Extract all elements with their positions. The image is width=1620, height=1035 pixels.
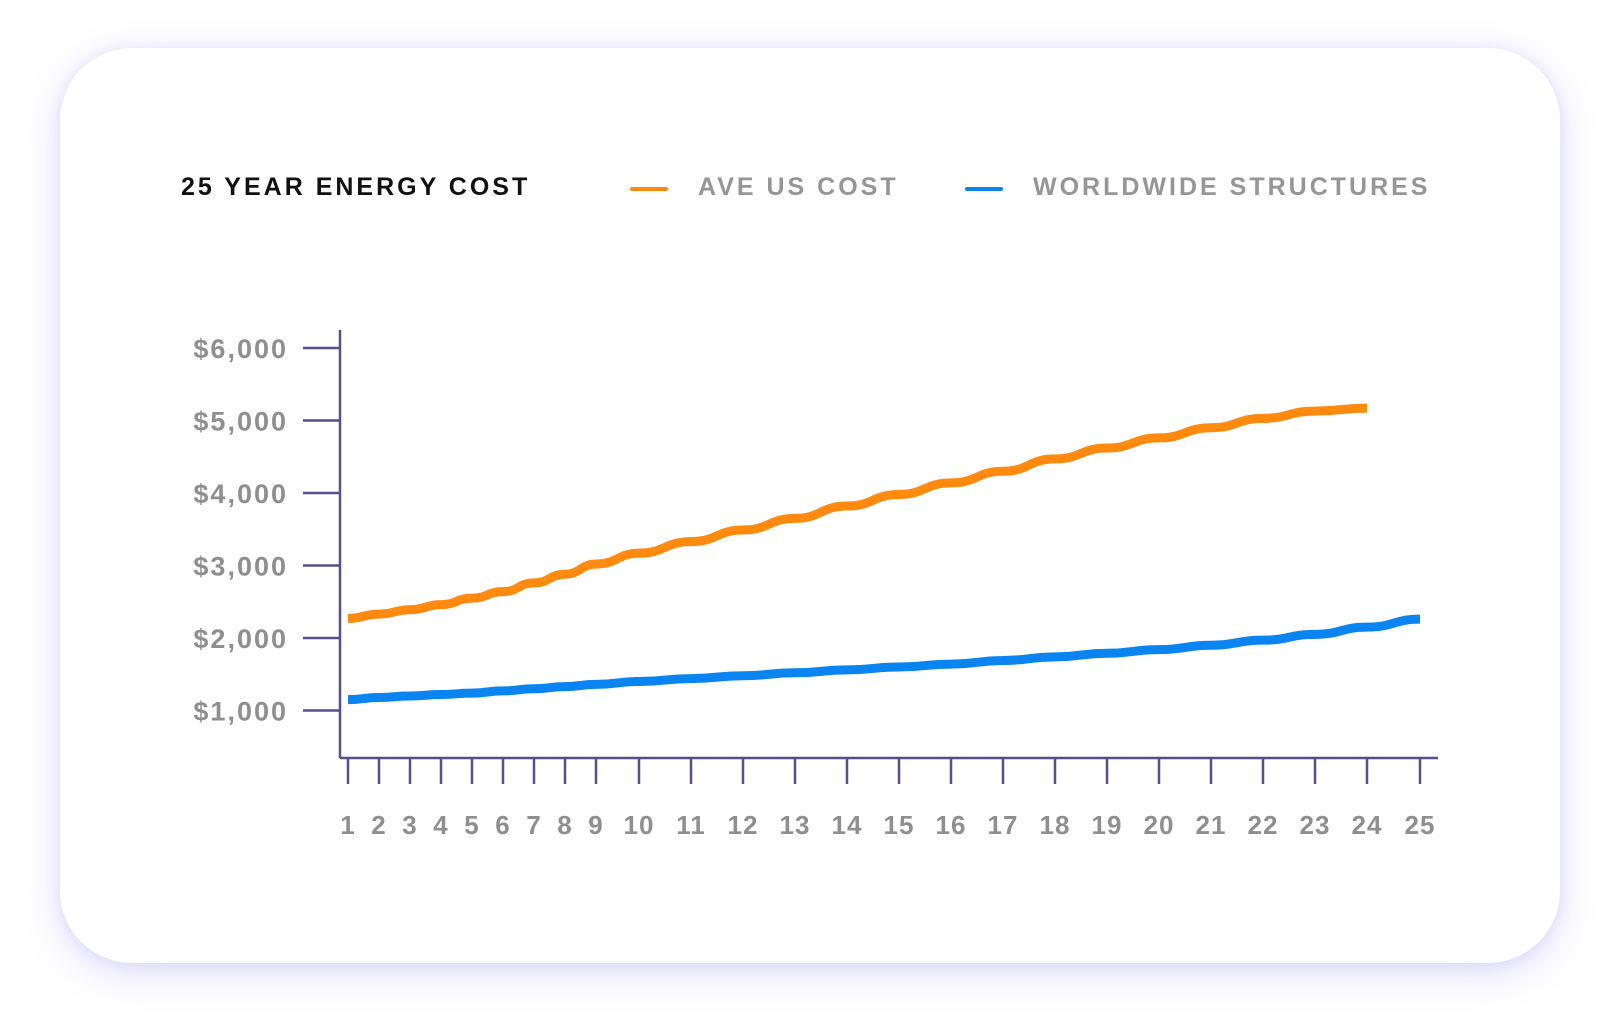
x-tick-label: 11 (676, 810, 706, 840)
x-tick-label: 24 (1352, 810, 1383, 840)
x-tick-label: 21 (1196, 810, 1227, 840)
x-tick-label: 15 (884, 810, 915, 840)
series-line-worldwide-structures (347, 614, 1421, 705)
legend-swatch-orange (630, 187, 668, 191)
legend-swatch-blue (965, 187, 1003, 191)
x-tick-label: 17 (988, 810, 1019, 840)
y-tick-label: $2,000 (193, 624, 288, 654)
y-tick-label: $4,000 (193, 479, 288, 509)
y-tick-label: $1,000 (193, 697, 288, 727)
x-tick-label: 1 (340, 810, 355, 840)
x-tick-label: 4 (433, 810, 448, 840)
x-tick-label: 10 (624, 810, 655, 840)
x-tick-label: 2 (371, 810, 386, 840)
x-tick-label: 9 (588, 810, 603, 840)
legend-label: AVE US COST (698, 173, 899, 201)
x-tick-label: 14 (832, 810, 863, 840)
y-tick-label: $5,000 (193, 407, 288, 437)
y-tick-label: $3,000 (193, 552, 288, 582)
x-tick-label: 25 (1405, 810, 1436, 840)
x-tick-label: 7 (526, 810, 541, 840)
y-tick-label: $6,000 (193, 334, 288, 364)
x-tick-label: 19 (1092, 810, 1123, 840)
x-tick-label: 16 (936, 810, 967, 840)
x-tick-label: 5 (464, 810, 479, 840)
chart-series (347, 403, 1421, 705)
x-tick-label: 13 (780, 810, 811, 840)
legend-label: WORLDWIDE STRUCTURES (1033, 173, 1431, 201)
x-tick-label: 18 (1040, 810, 1071, 840)
x-tick-label: 20 (1144, 810, 1175, 840)
chart-title: 25 YEAR ENERGY COST (181, 173, 531, 201)
x-tick-label: 22 (1248, 810, 1279, 840)
x-tick-label: 12 (728, 810, 759, 840)
chart-card (60, 48, 1560, 963)
x-tick-label: 6 (495, 810, 510, 840)
series-line-ave-us-cost (347, 403, 1368, 623)
x-tick-label: 3 (402, 810, 417, 840)
x-tick-label: 23 (1300, 810, 1331, 840)
x-tick-label: 8 (557, 810, 572, 840)
